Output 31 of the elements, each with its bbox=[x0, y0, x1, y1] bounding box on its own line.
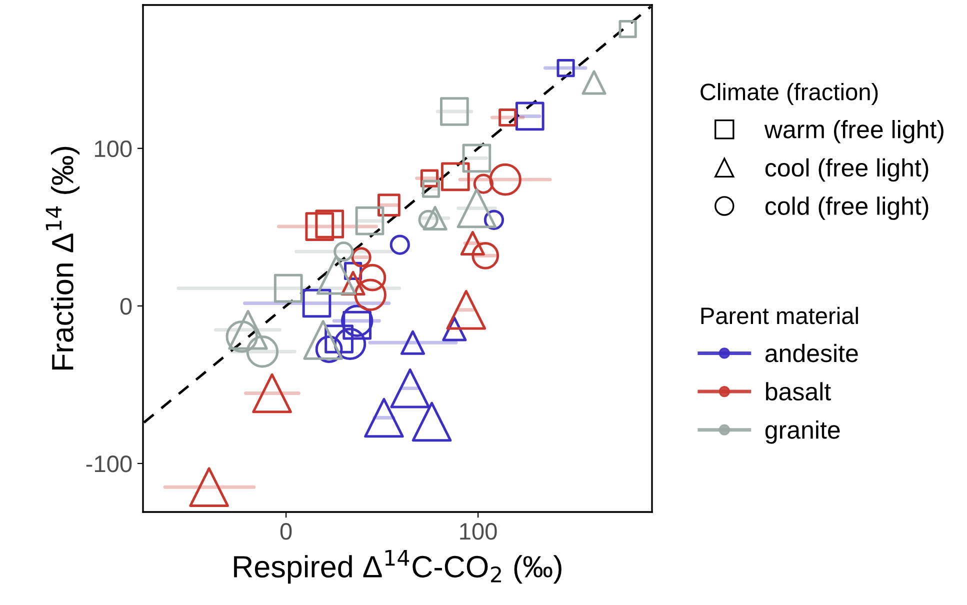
point bbox=[358, 264, 386, 292]
y-tick-label: -100 bbox=[86, 456, 132, 472]
point bbox=[472, 242, 500, 270]
point bbox=[274, 274, 303, 303]
point bbox=[228, 310, 268, 350]
legend-label: cold (free light) bbox=[765, 196, 928, 220]
y-axis-title: Fraction Δ$^{14}$ (‰) bbox=[46, 146, 80, 370]
legend-label: warm (free light) bbox=[764, 120, 944, 144]
y-tick-label: 0 bbox=[120, 298, 132, 315]
point bbox=[462, 144, 492, 173]
point bbox=[446, 290, 486, 330]
point bbox=[189, 467, 229, 507]
point bbox=[364, 398, 404, 438]
x-axis-title: Respired Δ$^{14}$C-CO$_{2}$ (‰) bbox=[234, 550, 562, 584]
point bbox=[355, 206, 384, 236]
point bbox=[456, 188, 497, 228]
legend-label: andesite bbox=[765, 344, 858, 362]
point bbox=[252, 373, 292, 414]
point bbox=[412, 402, 452, 442]
point bbox=[316, 255, 356, 295]
legend-label: basalt bbox=[766, 382, 831, 401]
point bbox=[440, 97, 469, 126]
legend-label: granite bbox=[765, 420, 840, 444]
point bbox=[303, 320, 343, 360]
legend-label: cool (free light) bbox=[765, 158, 928, 182]
point bbox=[515, 102, 544, 131]
point bbox=[390, 368, 430, 408]
text: Climate (fraction) bbox=[700, 83, 878, 105]
point bbox=[302, 288, 332, 318]
text: Parent material bbox=[701, 306, 858, 324]
y-tick-label: 100 bbox=[94, 140, 132, 158]
